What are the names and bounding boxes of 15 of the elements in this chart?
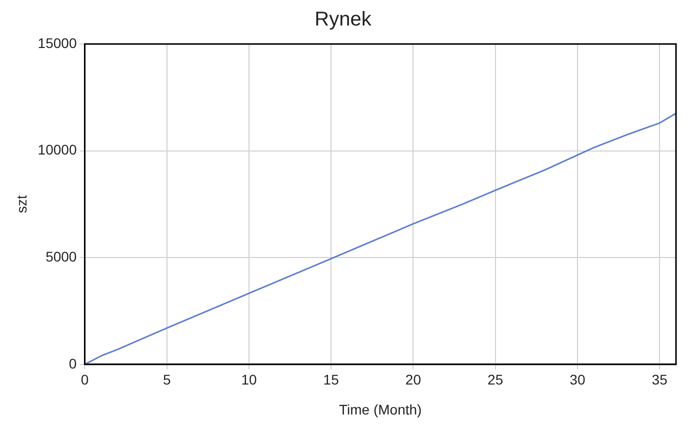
y-tick-label: 15000 (38, 34, 77, 51)
y-tick-label: 5000 (46, 248, 77, 264)
x-tick-label: 20 (405, 372, 422, 388)
x-tick-label: 15 (323, 372, 340, 388)
y-axis-title: szt (13, 195, 30, 214)
chart-title: Rynek (314, 8, 372, 31)
x-tick-label: 35 (652, 372, 668, 388)
x-tick-label: 5 (162, 372, 171, 388)
x-tick-label: 10 (241, 372, 257, 388)
x-axis-title: Time (Month) (339, 401, 422, 418)
y-tick-label: 0 (68, 355, 77, 372)
x-tick-label: 30 (570, 372, 586, 388)
x-tick-label: 25 (488, 372, 504, 388)
y-tick-label: 10000 (38, 142, 77, 158)
x-tick-label: 0 (80, 372, 89, 388)
